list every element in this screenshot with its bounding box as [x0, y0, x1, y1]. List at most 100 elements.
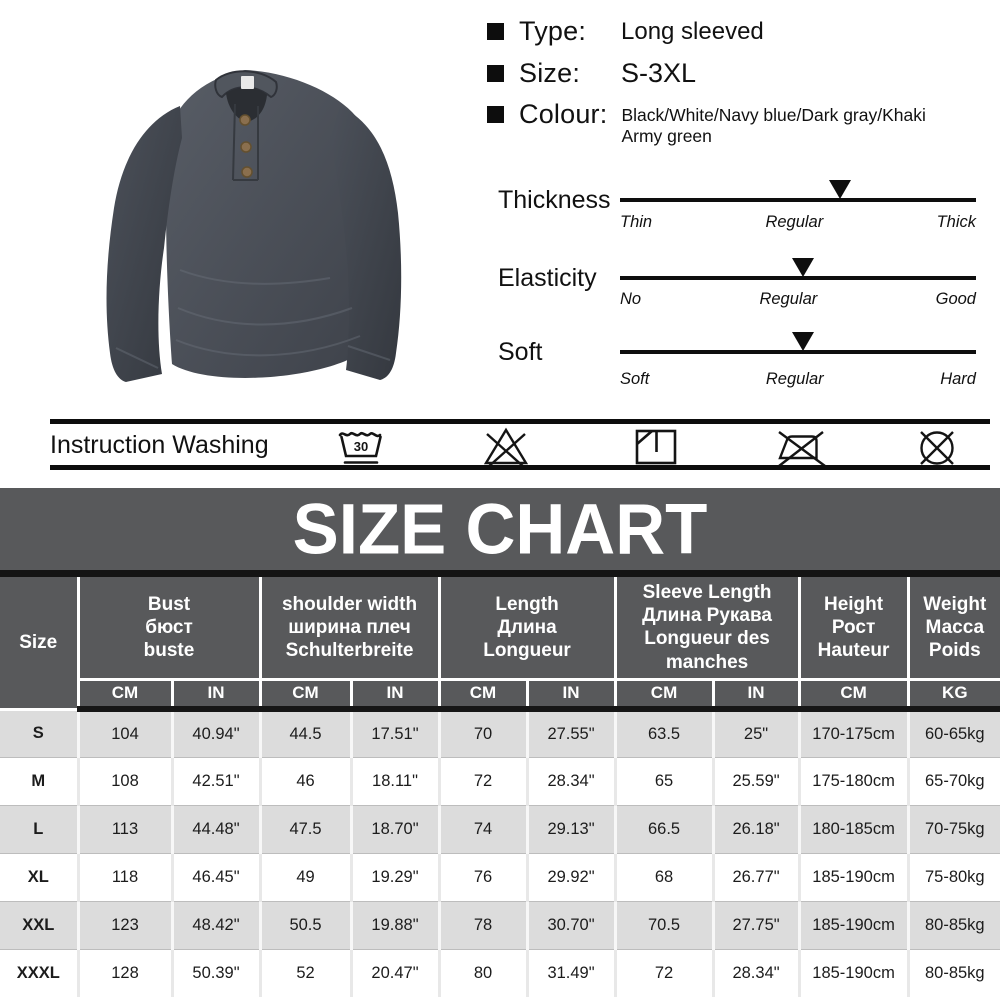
colour-line-2: Army green: [621, 126, 712, 147]
cell: 63.5: [615, 709, 715, 758]
unit-cell: IN: [711, 677, 801, 713]
header-line: buste: [143, 639, 195, 661]
cell: 46: [260, 756, 353, 806]
header-line: Длина Рукава: [642, 605, 772, 627]
header-line: Length: [495, 593, 559, 615]
header-line: Poids: [928, 639, 981, 661]
cell: 50.5: [260, 900, 353, 950]
cell: 80-85kg: [908, 900, 1000, 950]
size-chart-title: SIZE CHART: [292, 488, 708, 570]
do-not-bleach-icon: [478, 423, 534, 471]
scale-right: Hard: [940, 370, 976, 388]
cell: 26.77": [713, 852, 801, 902]
attr-value-colour: Black/White/Navy blue/Dark gray/Khaki Ar…: [621, 105, 925, 148]
attr-value-type: Long sleeved: [621, 18, 764, 45]
col-header-height: Height Рост Hauteur: [797, 573, 910, 681]
cell: 75-80kg: [908, 852, 1000, 902]
cell: 170-175cm: [799, 709, 910, 758]
unit-cell: KG: [906, 677, 1000, 713]
cell: 72: [615, 948, 715, 998]
cell: 80: [439, 948, 529, 998]
cell: 70.5: [615, 900, 715, 950]
col-header-shoulder: shoulder width ширина плеч Schulterbreit…: [258, 573, 441, 681]
slider-marker-icon: [792, 332, 814, 351]
header-line: Масса: [925, 616, 985, 638]
divider-line: [50, 419, 990, 424]
cell: 29.92": [527, 852, 617, 902]
unit-cell: CM: [797, 677, 910, 713]
cell-size: L: [0, 804, 80, 854]
cell: 185-190cm: [799, 852, 910, 902]
header-row: Size Bust бюст buste shoulder width шири…: [0, 573, 1000, 711]
cell: 20.47": [351, 948, 441, 998]
unit-cell: CM: [437, 677, 529, 713]
cell: 72: [439, 756, 529, 806]
slider-track-elasticity: [620, 276, 976, 280]
cell: 65: [615, 756, 715, 806]
cell: 19.29": [351, 852, 441, 902]
header-line: Weight: [923, 593, 987, 615]
table-row-xxl: XXL 123 48.42" 50.5 19.88" 78 30.70" 70.…: [0, 900, 1000, 950]
shirt-wrinkles: [115, 269, 391, 369]
cell: 28.34": [527, 756, 617, 806]
shirt-right-sleeve: [330, 106, 402, 380]
slider-marker-icon: [792, 258, 814, 277]
cell: 60-65kg: [924, 724, 985, 743]
washing-instruction-label: Instruction Washing: [50, 431, 269, 459]
header-line: Рост: [831, 616, 876, 638]
shirt-buttons: [239, 114, 253, 178]
cell: 49: [260, 852, 353, 902]
cell: 104: [78, 709, 174, 758]
cell: 175-180cm: [799, 756, 910, 806]
cell: 74: [439, 804, 529, 854]
cell: 40.94": [172, 709, 262, 758]
header-line: Hauteur: [817, 639, 890, 661]
cell: 113: [78, 804, 174, 854]
size-chart-table-wrap: Size Bust бюст buste shoulder width шири…: [0, 570, 1000, 998]
cell: 44.5: [260, 709, 353, 758]
attr-row-type: Type: Long sleeved: [487, 16, 764, 47]
cell: 52: [260, 948, 353, 998]
scale-left: No: [620, 290, 642, 308]
slider-label-thickness: Thickness: [498, 186, 611, 214]
table-row-l: L 113 44.48" 47.5 18.70" 74 29.13" 66.5 …: [0, 804, 1000, 854]
unit-cell: CM: [258, 677, 353, 713]
cell: 44.48": [172, 804, 262, 854]
attr-row-colour: Colour: Black/White/Navy blue/Dark gray/…: [487, 99, 926, 148]
cell: 80-85kg: [908, 948, 1000, 998]
cell: 31.49": [527, 948, 617, 998]
attr-value-size: S-3XL: [621, 58, 697, 88]
header-line: ширина плеч: [288, 616, 411, 638]
cell: 18.70": [351, 804, 441, 854]
cell: 66.5: [615, 804, 715, 854]
unit-cell: CM: [78, 677, 174, 713]
do-not-iron-icon: [774, 423, 830, 471]
cell: 185-190cm: [799, 948, 910, 998]
header-line: Длина: [497, 616, 557, 638]
cell: 180-185cm: [799, 804, 910, 854]
header-line: Sleeve Length: [642, 582, 772, 603]
cell-size: S: [0, 709, 80, 758]
cell: 50.39": [172, 948, 262, 998]
cell-size: XL: [0, 852, 80, 902]
table-row-m: M 108 42.51" 46 18.11" 72 28.34" 65 25.5…: [0, 756, 1000, 806]
cell: 68: [615, 852, 715, 902]
slider-label-soft: Soft: [498, 338, 543, 366]
attr-label-size: Size:: [519, 58, 581, 88]
bullet-square-icon: [487, 65, 504, 82]
col-header-size: Size: [0, 573, 80, 711]
scale-left: Soft: [620, 370, 650, 388]
shirt-neck-shadow: [226, 87, 267, 122]
col-header-sleeve: Sleeve Length Длина Рукава Longueur des …: [613, 573, 801, 681]
shirt-label-tag: [241, 76, 254, 89]
slider-scale-thickness: Thin Regular Thick: [620, 213, 976, 232]
slider-track-thickness: [620, 198, 976, 202]
cell: 42.51": [172, 756, 262, 806]
machine-wash-30-icon: 30: [333, 423, 389, 471]
header-line: Longueur des: [644, 628, 770, 650]
cell: 17.51": [351, 709, 441, 758]
size-chart-banner: SIZE CHART: [0, 488, 1000, 570]
cell: 25.59": [713, 756, 801, 806]
table-row-s: S 104 40.94" 44.5 17.51" 70 27.55" 63.5 …: [0, 709, 1000, 758]
